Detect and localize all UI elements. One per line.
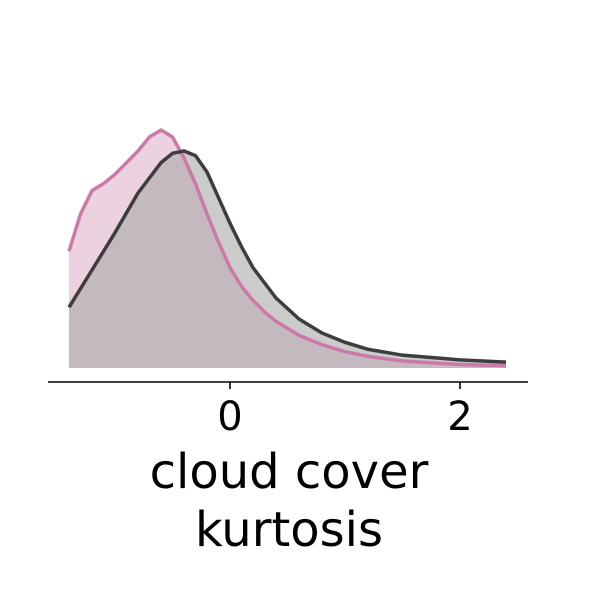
x-tick-label: 2 [447,394,472,440]
x-axis-title-line: cloud cover [150,444,429,500]
x-tick-label: 0 [217,394,242,440]
series-2-area [69,151,506,368]
series-1-line [67,128,507,368]
series-layer [67,128,507,368]
x-axis-title: cloud cover kurtosis [150,444,429,558]
x-axis-title-line: kurtosis [195,502,383,558]
series-2-line [67,149,507,364]
